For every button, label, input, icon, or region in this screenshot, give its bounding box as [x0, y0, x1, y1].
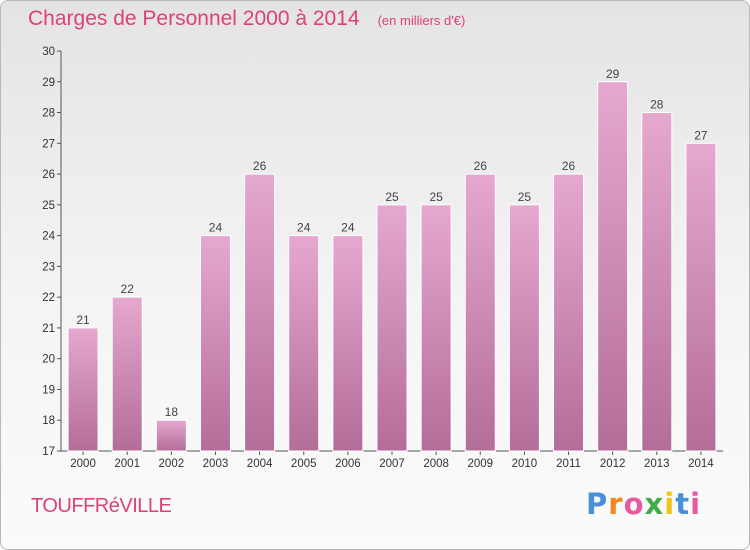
bar: [332, 235, 364, 452]
y-tick-label: 23: [42, 261, 55, 273]
logo-letter: i: [664, 487, 676, 521]
y-tick-label: 22: [42, 292, 55, 304]
data-label: 24: [341, 221, 355, 235]
y-tick-label: 25: [42, 200, 55, 212]
x-tick-label: 2010: [512, 458, 538, 470]
data-label: 28: [650, 98, 664, 112]
town-name: TOUFFRéVILLE: [31, 495, 172, 517]
bar: [685, 142, 717, 452]
chart-title: Charges de Personnel 2000 à 2014 (en mill…: [28, 7, 465, 31]
bar: [641, 112, 673, 452]
data-label: 24: [209, 221, 223, 235]
x-tick-label: 2005: [291, 458, 317, 470]
x-tick-label: 2013: [644, 458, 670, 470]
y-tick-label: 18: [42, 415, 55, 427]
x-tick-label: 2000: [70, 458, 96, 470]
x-tick-label: 2008: [423, 458, 449, 470]
logo-letter: r: [608, 487, 624, 521]
data-label: 25: [385, 190, 399, 204]
bar: [420, 204, 452, 452]
x-tick-label: 2014: [688, 458, 714, 470]
logo-letter: o: [623, 487, 645, 521]
x-tick-label: 2007: [379, 458, 405, 470]
x-tick-label: 2002: [159, 458, 185, 470]
data-label: 26: [562, 159, 576, 173]
bar: [244, 173, 276, 452]
logo-letter: P: [586, 487, 609, 521]
data-label: 27: [694, 128, 708, 142]
x-tick-label: 2012: [600, 458, 626, 470]
data-label: 29: [606, 67, 620, 81]
proxiti-logo[interactable]: Proxiti: [586, 487, 701, 521]
data-label: 18: [165, 405, 179, 419]
y-tick-label: 30: [42, 46, 55, 58]
y-tick-label: 28: [42, 108, 55, 120]
logo-letter: i: [690, 487, 702, 521]
x-tick-label: 2001: [114, 458, 140, 470]
x-tick-label: 2004: [247, 458, 273, 470]
y-tick-label: 19: [42, 384, 55, 396]
data-label: 21: [76, 313, 90, 327]
x-tick-label: 2011: [556, 458, 581, 470]
x-tick-label: 2003: [203, 458, 229, 470]
data-label: 26: [474, 159, 488, 173]
bar: [597, 81, 629, 452]
bar: [553, 173, 585, 452]
y-tick-label: 24: [42, 231, 55, 243]
y-tick-label: 27: [42, 138, 55, 150]
chart-subtitle: (en milliers d'€): [377, 13, 466, 28]
bar: [508, 204, 540, 452]
bar: [67, 327, 99, 452]
bar: [199, 235, 231, 452]
y-tick-label: 26: [42, 169, 55, 181]
y-tick-label: 17: [42, 446, 55, 458]
data-label: 26: [253, 159, 267, 173]
x-tick-label: 2006: [335, 458, 361, 470]
logo-letter: t: [675, 487, 691, 521]
bar: [155, 419, 187, 452]
logo-letter: x: [644, 487, 665, 521]
bar: [464, 173, 496, 452]
x-tick-label: 2009: [467, 458, 493, 470]
bar: [376, 204, 408, 452]
y-tick-label: 21: [42, 323, 55, 335]
data-label: 25: [518, 190, 532, 204]
bar: [111, 296, 143, 452]
data-label: 24: [297, 221, 311, 235]
bar: [288, 235, 320, 452]
y-tick-label: 20: [42, 354, 55, 366]
data-label: 25: [429, 190, 443, 204]
y-tick-label: 29: [42, 77, 55, 89]
data-label: 22: [121, 282, 135, 296]
chart-title-text: Charges de Personnel 2000 à 2014: [28, 7, 360, 30]
